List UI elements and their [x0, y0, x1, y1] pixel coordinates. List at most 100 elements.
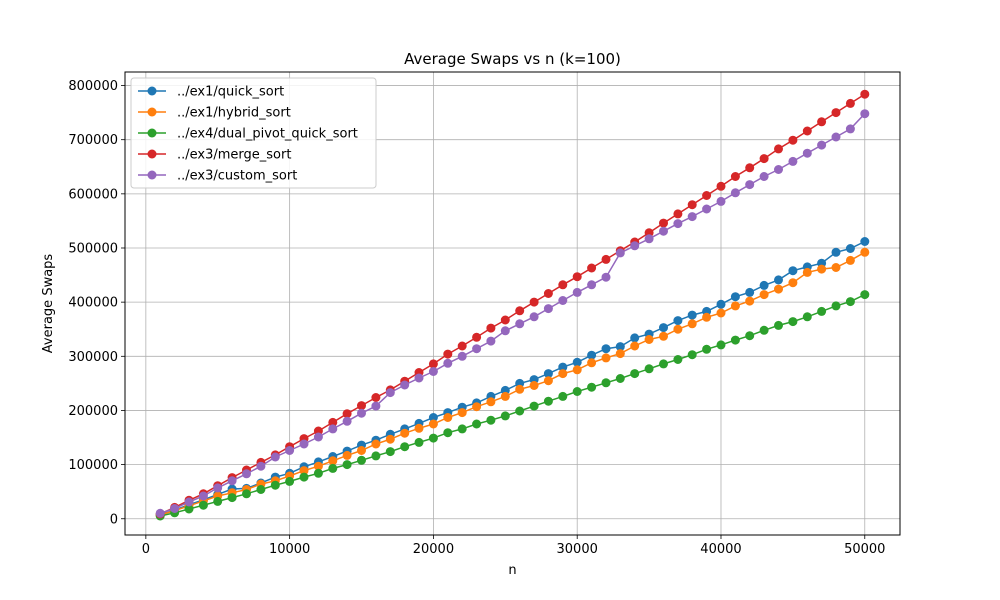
plot-frame [124, 71, 901, 536]
data-point [601, 272, 611, 282]
data-point [774, 275, 783, 285]
data-point [774, 320, 783, 330]
data-point [270, 452, 280, 462]
data-point [443, 428, 453, 438]
data-point [615, 349, 625, 359]
data-point [443, 358, 453, 368]
series-group [155, 109, 870, 518]
chart-title: Average Swaps vs n (k=100) [404, 50, 621, 68]
data-point [673, 219, 683, 229]
data-point [242, 469, 251, 479]
data-point [213, 496, 223, 506]
data-point [831, 263, 841, 272]
data-point [472, 332, 482, 342]
data-point [428, 359, 438, 369]
data-point [788, 266, 798, 276]
data-point [659, 226, 668, 236]
data-point [558, 362, 568, 372]
data-point [644, 234, 654, 244]
data-point [529, 297, 539, 307]
y-tick-label: 200000 [68, 404, 118, 419]
legend-swatch-marker [147, 107, 157, 117]
data-point [529, 401, 539, 411]
data-point [313, 468, 323, 478]
data-point [385, 434, 395, 444]
data-point [716, 196, 726, 206]
data-point [774, 165, 783, 174]
data-point [299, 466, 309, 476]
data-point [428, 419, 438, 429]
data-point [428, 433, 438, 443]
data-point [472, 402, 482, 412]
legend-swatch-marker [147, 128, 157, 138]
data-point [486, 323, 496, 333]
data-point [587, 382, 597, 392]
data-point [543, 396, 553, 406]
data-point [457, 424, 467, 434]
y-tick-label: 800000 [68, 79, 118, 94]
legend-entry-label: ../ex3/merge_sort [177, 148, 291, 163]
legend-swatch-marker [147, 149, 157, 159]
data-point [659, 359, 668, 369]
data-point [515, 406, 525, 416]
data-point [745, 296, 755, 306]
data-point [644, 364, 654, 374]
data-point [515, 306, 525, 316]
data-point [587, 263, 597, 273]
data-point [558, 369, 568, 379]
data-point [500, 326, 510, 336]
data-point [730, 292, 740, 302]
data-point [443, 349, 453, 359]
legend-box [130, 77, 377, 189]
data-point [486, 415, 496, 425]
data-point [342, 450, 352, 460]
data-point [673, 355, 683, 364]
data-point [831, 301, 841, 311]
data-point [802, 126, 812, 136]
legend-swatch-marker [147, 86, 157, 96]
data-point [817, 117, 827, 127]
data-point [357, 401, 366, 411]
series-group [155, 290, 870, 521]
data-point [198, 491, 208, 501]
data-point [630, 333, 640, 343]
data-point [371, 439, 381, 449]
data-point [759, 154, 769, 164]
axis-ticks: 0 10000 20000 30000 40000 5000001000002000003… [68, 79, 885, 557]
data-point [428, 367, 438, 376]
data-point [702, 312, 712, 322]
data-point [572, 272, 582, 282]
data-point [687, 310, 697, 320]
data-point [357, 408, 366, 418]
data-point [774, 144, 783, 154]
legend-entry-label: ../ex1/hybrid_sort [177, 106, 291, 121]
data-point [486, 397, 496, 407]
data-point [615, 374, 625, 383]
data-point [414, 437, 424, 447]
legend: ../ex1/quick_sort ../ex1/hybrid_sort ../ex… [130, 77, 377, 189]
data-point [730, 172, 740, 181]
data-point [328, 456, 338, 466]
data-point [472, 344, 482, 354]
data-point [759, 280, 769, 290]
data-point [774, 284, 783, 294]
data-point [687, 200, 697, 210]
data-point [457, 341, 467, 351]
data-point [342, 409, 352, 419]
data-point [328, 417, 338, 427]
data-point [385, 447, 395, 457]
data-point [400, 428, 410, 438]
y-tick-label: 400000 [68, 296, 118, 311]
data-point [615, 248, 625, 258]
data-point [759, 325, 769, 335]
data-point [457, 408, 467, 418]
data-point [630, 369, 640, 379]
data-point [687, 212, 697, 222]
data-point [845, 124, 855, 134]
data-point [702, 344, 712, 354]
data-point [860, 89, 870, 99]
data-point [615, 342, 625, 352]
data-point [543, 369, 553, 379]
data-point [587, 280, 597, 290]
